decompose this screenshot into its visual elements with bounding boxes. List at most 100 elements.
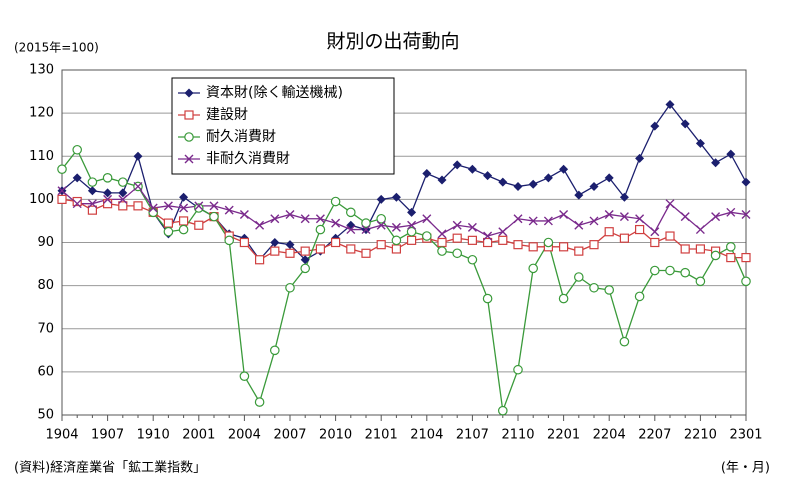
data-point: [437, 175, 447, 185]
data-point: [741, 177, 751, 187]
data-point: [300, 214, 310, 224]
data-point: [558, 242, 569, 252]
data-point: [285, 240, 295, 250]
data-point: [270, 246, 280, 256]
data-point: [87, 199, 97, 209]
data-point: [497, 405, 508, 416]
data-point: [483, 237, 493, 248]
legend-marker: [184, 88, 194, 98]
data-point: [315, 244, 325, 254]
series-line: [61, 185, 747, 237]
data-point: [254, 397, 265, 407]
data-point: [346, 225, 356, 235]
data-point: [391, 192, 401, 202]
data-point: [270, 238, 280, 247]
data-point: [513, 214, 523, 224]
y-tick-label: 130: [29, 63, 54, 78]
data-point: [239, 371, 250, 381]
data-point: [422, 169, 432, 178]
data-point: [695, 225, 705, 235]
data-point: [741, 209, 751, 219]
data-point: [604, 285, 614, 295]
data-point: [87, 177, 98, 187]
data-point: [406, 226, 417, 237]
data-point: [118, 201, 128, 211]
data-point: [102, 199, 113, 209]
data-point: [300, 255, 310, 265]
data-point: [315, 224, 326, 235]
data-point: [589, 181, 599, 191]
chart-title: 財別の出荷動向: [326, 31, 459, 53]
data-point: [163, 218, 173, 228]
data-point: [574, 190, 584, 200]
x-tick-label: 2001: [182, 428, 215, 443]
data-point: [710, 250, 721, 261]
data-point: [589, 240, 599, 250]
data-point: [87, 205, 98, 215]
data-point: [467, 164, 477, 174]
y-tick-label: 60: [37, 364, 54, 379]
legend-label: 非耐久消費財: [206, 151, 290, 167]
data-point: [376, 194, 386, 204]
x-tick-label: 2110: [501, 428, 534, 443]
x-tick-label: 2007: [273, 428, 306, 443]
data-point: [118, 188, 128, 198]
data-point: [513, 181, 523, 191]
data-point: [239, 237, 249, 248]
data-point: [650, 121, 660, 131]
data-point: [528, 179, 538, 189]
data-point: [665, 231, 675, 241]
data-point: [604, 227, 614, 237]
data-point: [711, 158, 721, 168]
data-point: [467, 235, 477, 245]
data-point: [726, 207, 736, 217]
data-point: [209, 201, 219, 211]
data-point: [650, 227, 660, 237]
series-line: [61, 148, 747, 411]
data-point: [635, 153, 645, 163]
data-point: [239, 209, 249, 219]
data-point: [87, 186, 97, 196]
data-point: [483, 171, 493, 181]
data-point: [452, 233, 462, 243]
data-point: [209, 211, 219, 222]
data-point: [163, 226, 174, 237]
data-point: [57, 186, 67, 196]
data-point: [346, 244, 356, 254]
data-point: [528, 216, 538, 226]
data-point: [695, 244, 706, 254]
data-point: [619, 192, 629, 202]
data-point: [270, 214, 280, 224]
data-point: [680, 119, 690, 129]
data-point: [391, 235, 402, 246]
data-point: [224, 205, 234, 215]
data-point: [102, 173, 113, 183]
data-point: [255, 220, 265, 230]
data-point: [57, 194, 67, 204]
data-point: [452, 220, 462, 230]
data-point: [665, 265, 675, 276]
data-point: [528, 263, 538, 274]
data-point: [179, 203, 189, 213]
data-point: [513, 240, 523, 250]
data-point: [528, 242, 538, 252]
data-point: [559, 164, 569, 174]
data-point: [711, 212, 721, 222]
data-point: [376, 220, 386, 230]
data-point: [543, 216, 553, 226]
y-axis-label: (2015年=100): [14, 41, 99, 55]
data-point: [269, 345, 280, 356]
data-point: [133, 151, 143, 161]
x-tick-label: 1904: [45, 428, 78, 443]
data-point: [635, 214, 645, 224]
data-point: [558, 293, 569, 304]
data-point: [725, 242, 736, 252]
x-tick-label: 1910: [137, 428, 170, 443]
series-line: [61, 103, 747, 261]
y-tick-label: 100: [29, 192, 54, 207]
data-point: [407, 220, 417, 230]
data-point: [300, 263, 310, 274]
data-point: [422, 214, 432, 224]
data-point: [391, 222, 401, 232]
